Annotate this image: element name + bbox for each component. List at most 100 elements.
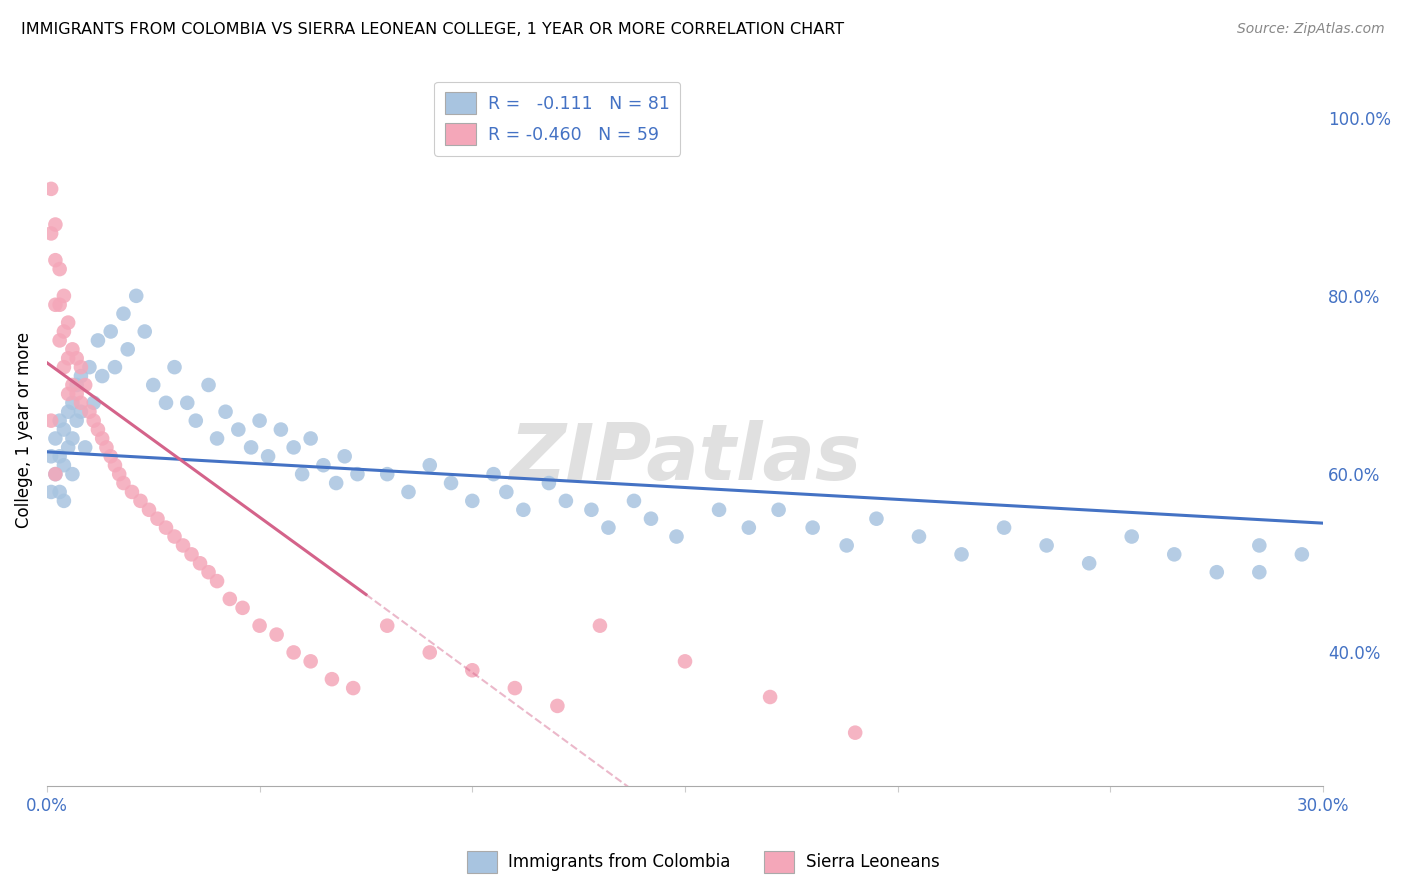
- Point: [908, 529, 931, 543]
- Point: [640, 512, 662, 526]
- Point: [865, 512, 887, 526]
- Point: [52, 423, 75, 437]
- Point: [70, 369, 93, 384]
- Point: [673, 654, 696, 668]
- Point: [283, 645, 305, 659]
- Point: [537, 476, 560, 491]
- Point: [155, 396, 177, 410]
- Point: [398, 485, 420, 500]
- Point: [155, 521, 177, 535]
- Point: [39, 485, 62, 500]
- Point: [299, 654, 322, 668]
- Point: [138, 503, 160, 517]
- Point: [482, 467, 505, 482]
- Point: [665, 529, 688, 543]
- Point: [79, 360, 101, 375]
- Point: [70, 405, 93, 419]
- Point: [91, 432, 114, 446]
- Point: [96, 441, 118, 455]
- Point: [1249, 538, 1271, 552]
- Point: [738, 521, 761, 535]
- Point: [172, 538, 194, 552]
- Point: [299, 432, 322, 446]
- Point: [325, 476, 347, 491]
- Point: [503, 681, 526, 695]
- Point: [835, 538, 858, 552]
- Point: [56, 405, 79, 419]
- Point: [134, 325, 156, 339]
- Point: [342, 681, 364, 695]
- Point: [79, 405, 101, 419]
- Point: [205, 432, 228, 446]
- Point: [184, 414, 207, 428]
- Point: [375, 618, 398, 632]
- Point: [581, 503, 603, 517]
- Point: [70, 360, 93, 375]
- Point: [48, 262, 70, 277]
- Point: [108, 467, 131, 482]
- Point: [163, 360, 186, 375]
- Point: [266, 627, 288, 641]
- Point: [66, 414, 89, 428]
- Point: [44, 298, 66, 312]
- Point: [1291, 547, 1313, 561]
- Text: ZIPatlas: ZIPatlas: [509, 420, 860, 496]
- Point: [62, 343, 84, 357]
- Point: [125, 289, 148, 303]
- Point: [75, 378, 97, 392]
- Point: [232, 600, 254, 615]
- Point: [48, 450, 70, 464]
- Point: [44, 432, 66, 446]
- Point: [707, 503, 730, 517]
- Point: [176, 396, 198, 410]
- Point: [218, 591, 240, 606]
- Point: [950, 547, 973, 561]
- Point: [270, 423, 292, 437]
- Point: [1163, 547, 1185, 561]
- Point: [62, 396, 84, 410]
- Point: [44, 218, 66, 232]
- Point: [52, 325, 75, 339]
- Point: [546, 698, 568, 713]
- Point: [56, 316, 79, 330]
- Point: [56, 441, 79, 455]
- Point: [70, 396, 93, 410]
- Point: [62, 378, 84, 392]
- Point: [346, 467, 368, 482]
- Point: [759, 690, 782, 704]
- Point: [117, 343, 139, 357]
- Point: [1035, 538, 1057, 552]
- Point: [121, 485, 143, 500]
- Point: [419, 458, 441, 473]
- Y-axis label: College, 1 year or more: College, 1 year or more: [15, 332, 32, 528]
- Text: IMMIGRANTS FROM COLOMBIA VS SIERRA LEONEAN COLLEGE, 1 YEAR OR MORE CORRELATION C: IMMIGRANTS FROM COLOMBIA VS SIERRA LEONE…: [21, 22, 844, 37]
- Point: [993, 521, 1015, 535]
- Point: [188, 556, 211, 570]
- Point: [75, 441, 97, 455]
- Point: [321, 672, 343, 686]
- Point: [461, 494, 484, 508]
- Point: [112, 476, 135, 491]
- Point: [104, 458, 127, 473]
- Point: [1121, 529, 1143, 543]
- Point: [512, 503, 534, 517]
- Point: [39, 414, 62, 428]
- Point: [180, 547, 202, 561]
- Point: [39, 450, 62, 464]
- Point: [228, 423, 250, 437]
- Point: [48, 298, 70, 312]
- Point: [291, 467, 314, 482]
- Point: [52, 360, 75, 375]
- Point: [87, 423, 110, 437]
- Point: [257, 450, 280, 464]
- Point: [589, 618, 612, 632]
- Point: [495, 485, 517, 500]
- Point: [44, 467, 66, 482]
- Point: [197, 378, 219, 392]
- Point: [598, 521, 620, 535]
- Point: [52, 458, 75, 473]
- Point: [1078, 556, 1101, 570]
- Point: [801, 521, 824, 535]
- Point: [283, 441, 305, 455]
- Point: [214, 405, 236, 419]
